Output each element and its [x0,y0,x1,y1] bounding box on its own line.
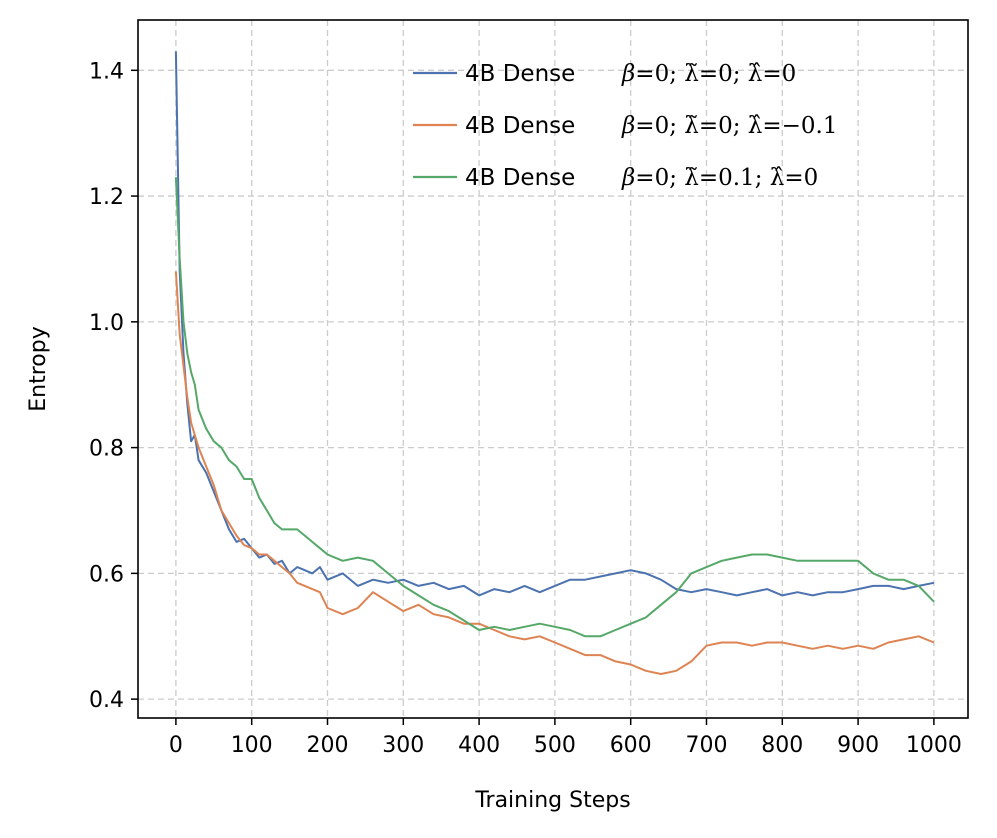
x-tick-label: 300 [382,733,424,758]
x-tick-label: 1000 [906,733,962,758]
y-tick-label: 1.0 [89,311,124,336]
legend: 4B Dense β=0; λ̃=0; λ̂=0 4B Dense β=0; λ… [413,61,838,191]
y-axis-title: Entropy [26,326,51,411]
x-tick-label: 900 [837,733,879,758]
series-line-3 [174,177,935,638]
x-axis-ticks: 0 100 200 300 400 500 600 700 800 900 1000 [169,718,962,758]
x-tick-label: 100 [231,733,273,758]
y-tick-label: 0.8 [89,437,124,462]
legend-math-1: β=0; λ̃=0; λ̂=0 [621,61,796,87]
x-tick-label: 800 [761,733,803,758]
y-tick-label: 1.2 [89,185,124,210]
x-axis-title: Training Steps [474,788,630,813]
series-line-2 [174,271,935,675]
grid-lines [138,20,968,718]
y-tick-label: 0.6 [89,562,124,587]
x-tick-label: 200 [306,733,348,758]
legend-label-1: 4B Dense [465,61,575,87]
x-tick-label: 600 [610,733,652,758]
series-line-1 [174,51,935,597]
x-tick-label: 0 [169,733,183,758]
legend-math-3: β=0; λ̃=0.1; λ̂=0 [621,165,818,191]
legend-label-2: 4B Dense [465,113,575,139]
y-axis-ticks: 0.4 0.6 0.8 1.0 1.2 1.4 [89,59,138,713]
legend-math-2: β=0; λ̃=0; λ̂=−0.1 [621,113,838,139]
series-lines [174,51,935,675]
x-tick-label: 500 [534,733,576,758]
x-tick-label: 700 [685,733,727,758]
x-tick-label: 400 [458,733,500,758]
y-tick-label: 0.4 [89,688,124,713]
legend-label-3: 4B Dense [465,165,575,191]
plot-frame [137,19,969,719]
y-tick-label: 1.4 [89,59,124,84]
